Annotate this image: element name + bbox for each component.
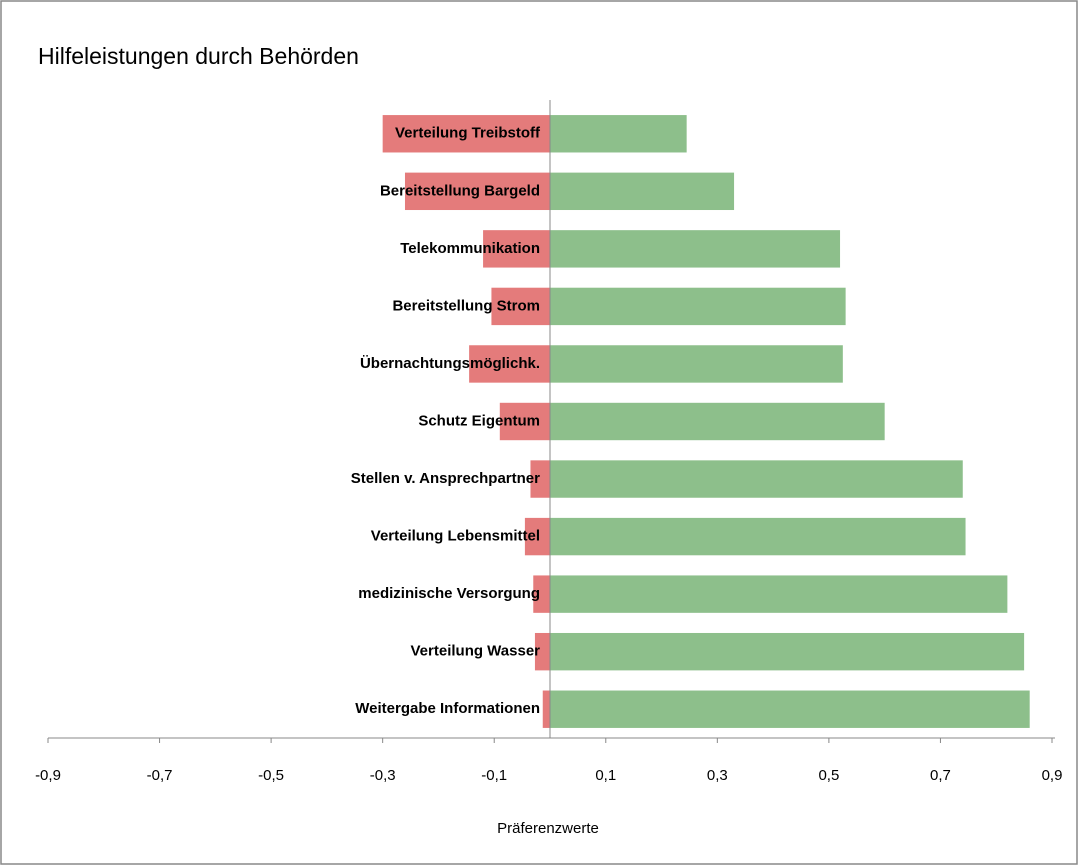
bar — [550, 402, 885, 441]
y-tick-label: Weitergabe Informationen — [355, 700, 540, 717]
x-tick-label: 0,1 — [595, 767, 616, 784]
x-tick-label: -0,1 — [481, 767, 507, 784]
x-axis-title: Präferenzwerte — [497, 820, 599, 837]
bar — [404, 172, 550, 211]
y-tick-label: Verteilung Lebensmittel — [371, 528, 540, 545]
x-tick-label: -0,9 — [35, 767, 61, 784]
y-tick-label: Übernachtungsmöglichk. — [360, 355, 540, 372]
bar — [550, 460, 963, 498]
bar — [550, 632, 1025, 671]
bar — [550, 690, 1030, 728]
bar — [491, 287, 550, 326]
bar — [550, 575, 1008, 613]
bar — [524, 517, 550, 556]
y-tick-label: medizinische Versorgung — [358, 585, 540, 602]
bar — [550, 172, 735, 211]
y-tick-label: Bereitstellung Strom — [392, 297, 540, 314]
bar — [483, 230, 550, 268]
x-tick-label: -0,7 — [147, 767, 173, 784]
y-tick-label: Verteilung Treibstoff — [395, 125, 541, 142]
x-tick-label: 0,7 — [930, 767, 951, 784]
bar — [534, 632, 550, 671]
bar — [550, 517, 966, 556]
x-tick-label: -0,5 — [258, 767, 284, 784]
chart-title: Hilfeleistungen durch Behörden — [38, 43, 359, 69]
bar — [550, 287, 846, 326]
bar — [530, 460, 550, 498]
bar — [382, 115, 550, 153]
y-tick-label: Verteilung Wasser — [411, 643, 541, 660]
y-tick-label: Telekommunikation — [400, 240, 540, 257]
y-tick-label: Stellen v. Ansprechpartner — [351, 470, 540, 487]
bar — [499, 402, 550, 441]
bar — [550, 345, 843, 383]
x-tick-label: 0,9 — [1042, 767, 1063, 784]
bar — [550, 115, 687, 153]
y-tick-label: Bereitstellung Bargeld — [380, 182, 540, 199]
bar — [550, 230, 841, 268]
x-tick-label: 0,5 — [818, 767, 839, 784]
x-tick-label: 0,3 — [707, 767, 728, 784]
bar — [533, 575, 550, 613]
bar — [469, 345, 550, 383]
bar — [542, 690, 550, 728]
x-tick-label: -0,3 — [370, 767, 396, 784]
y-tick-label: Schutz Eigentum — [418, 412, 540, 429]
